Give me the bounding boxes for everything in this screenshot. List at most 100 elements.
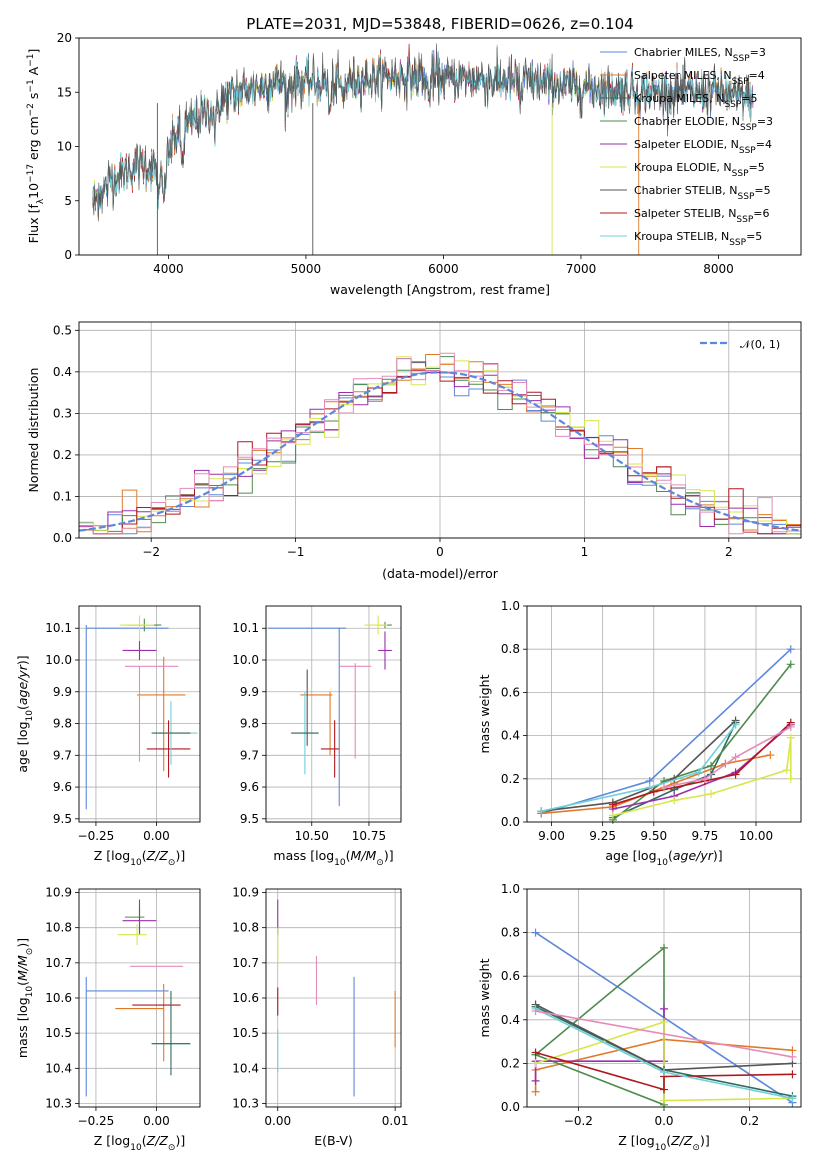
x-tick-label: 9.75	[692, 829, 719, 843]
weight-marker	[645, 783, 654, 792]
x-tick-label: 7000	[566, 262, 597, 276]
x-tick-label: 1	[581, 545, 589, 559]
x-tick-label: 0	[436, 545, 444, 559]
weight-marker	[531, 1076, 540, 1085]
weight-marker	[531, 1059, 540, 1068]
legend-label: 𝒩(0, 1)	[740, 338, 780, 351]
y-tick-label: 10	[57, 140, 72, 154]
y-tick-label: 10.9	[45, 886, 72, 900]
y-tick-label: 0.6	[501, 685, 520, 699]
weight-marker	[782, 766, 791, 775]
y-axis-label: age [log10(age/yr)]	[15, 655, 35, 772]
weight-marker	[786, 733, 795, 742]
plot-frame	[78, 37, 802, 256]
x-tick-label: 9.25	[589, 829, 616, 843]
y-tick-label: 10.6	[232, 991, 259, 1005]
figure-title: PLATE=2031, MJD=53848, FIBERID=0626, z=0…	[246, 15, 633, 33]
x-tick-label: 10.75	[352, 829, 386, 843]
y-tick-label: 0.1	[53, 489, 72, 503]
weight-line	[663, 726, 792, 789]
x-tick-label: 10.50	[295, 829, 329, 843]
weight-marker	[660, 1017, 668, 1026]
y-tick-label: 10.4	[45, 1061, 72, 1075]
y-tick-label: 10.7	[45, 956, 72, 970]
weight-marker	[788, 1052, 797, 1061]
x-tick-label: 5000	[291, 262, 322, 276]
y-tick-label: 10.8	[232, 921, 259, 935]
y-tick-label: 10.0	[232, 653, 259, 667]
legend-label: Chabrier STELIB, NSSP=5	[634, 184, 771, 202]
y-tick-label: 0.4	[501, 729, 520, 743]
weight-marker	[731, 770, 740, 779]
y-axis-label: Normed distribution	[26, 368, 41, 493]
weight-line	[535, 1020, 793, 1102]
weight-marker	[660, 1004, 668, 1013]
weight-marker	[531, 1048, 540, 1057]
y-tick-label: 0.8	[501, 926, 520, 940]
x-tick-label: 4000	[153, 262, 184, 276]
legend-label: Salpeter ELODIE, NSSP=4	[634, 138, 772, 156]
x-tick-label: 2	[725, 545, 733, 559]
y-tick-label: 9.8	[240, 717, 259, 731]
x-tick-label: 8000	[703, 262, 734, 276]
legend-label: Kroupa MILES, NSSP=5	[634, 92, 758, 110]
y-tick-label: 0.3	[53, 406, 72, 420]
y-tick-label: 0.4	[501, 1013, 520, 1027]
y-tick-label: 0.0	[501, 1100, 520, 1114]
mass-vs-metallicity-plot: −0.25 0.00 10.3 10.4 10.5 10.6 10.7 10.8 10.9 Z […	[15, 886, 201, 1153]
weight-marker	[786, 645, 795, 654]
y-tick-label: 9.9	[240, 685, 259, 699]
plot-frame	[78, 888, 201, 1108]
weight-vs-metallicity-plot: −0.2 0.0 0.2 0.0 0.2 0.4 0.6 0.8 1.0 Z [log10(Z/Z…	[477, 882, 802, 1153]
weight-marker	[649, 787, 658, 796]
y-tick-label: 0.0	[501, 815, 520, 829]
y-axis-label: Flux [fλ10−17 erg cm−2 s−1 A−1]	[26, 49, 46, 244]
y-tick-label: 1.0	[501, 882, 520, 896]
weight-marker	[786, 774, 795, 783]
age-vs-metallicity-plot: −0.25 0.00 9.5 9.6 9.7 9.8 9.9 10.0 10.1 Z [log10…	[15, 605, 201, 868]
y-tick-label: 15	[57, 85, 72, 99]
histogram-step	[79, 352, 801, 535]
normal-curve	[78, 371, 802, 532]
x-axis-label: Z [log10(Z/Z⊙)]	[94, 1133, 185, 1153]
weight-vs-age-plot: 9.00 9.25 9.50 9.75 10.00 0.0 0.2 0.4 0.6 0.8 1.0 a…	[477, 599, 802, 868]
x-tick-label: 9.00	[538, 829, 565, 843]
y-tick-label: 9.5	[240, 812, 259, 826]
x-axis-label: (data-model)/error	[382, 566, 499, 581]
x-tick-label: −2	[142, 545, 160, 559]
weight-marker	[660, 1096, 668, 1105]
y-tick-label: 10.9	[232, 886, 259, 900]
y-tick-label: 10.1	[45, 621, 72, 635]
y-tick-label: 0.5	[53, 323, 72, 337]
x-tick-label: −0.2	[564, 1114, 593, 1128]
age-vs-mass-plot: 10.50 10.75 9.5 9.6 9.7 9.8 9.9 10.0 10.1 mass [l…	[232, 605, 402, 868]
weight-marker	[608, 800, 617, 809]
weight-line	[535, 1010, 793, 1058]
x-axis-label: age [log10(age/yr)]	[605, 848, 722, 868]
y-tick-label: 10.0	[45, 653, 72, 667]
x-tick-label: 0.00	[143, 1114, 170, 1128]
weight-line	[612, 737, 792, 817]
plot-frame	[265, 888, 402, 1108]
x-tick-label: −1	[287, 545, 305, 559]
weight-marker	[788, 1070, 797, 1079]
weight-marker	[531, 1087, 540, 1096]
y-tick-label: 10.4	[232, 1061, 259, 1075]
weight-marker	[660, 1068, 668, 1077]
y-tick-label: 1.0	[501, 599, 520, 613]
y-tick-label: 0.2	[53, 448, 72, 462]
weight-marker	[731, 753, 740, 762]
x-tick-label: 10.00	[739, 829, 773, 843]
weight-marker	[660, 1085, 668, 1094]
y-tick-label: 10.5	[232, 1026, 259, 1040]
y-tick-label: 10.7	[232, 956, 259, 970]
x-axis-label: wavelength [Angstrom, rest frame]	[330, 282, 550, 297]
weight-marker	[786, 722, 795, 731]
y-axis-label: mass [log10(M/M⊙)]	[15, 938, 35, 1058]
weight-marker	[694, 768, 703, 777]
legend-label: Chabrier ELODIE, NSSP=3	[634, 115, 773, 133]
y-axis-label: mass weight	[477, 958, 492, 1037]
legend-label: Salpeter MILES, NSSP=4	[634, 69, 765, 87]
weight-marker	[670, 796, 679, 805]
